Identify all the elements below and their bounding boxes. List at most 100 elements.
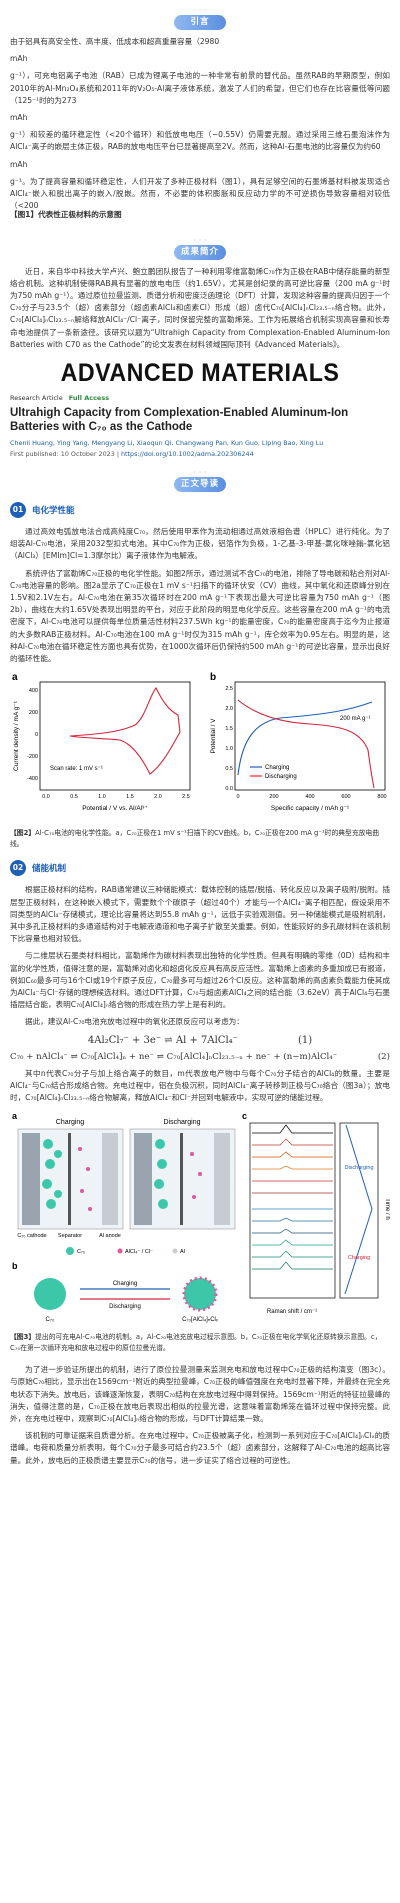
charging-curve [237, 701, 373, 776]
cell-charging: Charging [17, 1119, 124, 1230]
legend-label: Charging [265, 765, 289, 771]
paragraph: 其中n代表C₇₀分子与加上络合离子的数目，m代表放电产物中与每个C₇₀分子结合的… [10, 1068, 390, 1102]
label: C₇₀[AlCl₄]ₙClₓ [182, 1317, 218, 1323]
section-pill: 正文导读 [174, 477, 226, 493]
section-heading: 01 电化学性能 [10, 502, 390, 519]
tick-label: 2.5 [225, 686, 233, 692]
intro-line: mAh [10, 159, 28, 169]
equation-number: (1) [297, 1034, 313, 1046]
x-axis-label: Specific capacity / mAh g⁻¹ [271, 805, 350, 812]
x-axis-label: Raman shift / cm⁻¹ [267, 1309, 317, 1315]
intro-line: 由于铝具有高安全性、高丰度、低成本和超高重量容量（2980 [10, 37, 220, 46]
equation: 4Al₂Cl₇⁻ + 3e⁻ ⇌ Al + 7AlCl₄⁻ (1) [10, 1035, 390, 1046]
caption-text: Al-C₇₀电池的电化学性能。a，C₇₀正极在1 mV s⁻¹扫描下的CV曲线。… [10, 829, 380, 849]
label: Discharging [109, 1304, 141, 1310]
equation-number: (2) [377, 1051, 390, 1062]
ions [78, 1147, 92, 1212]
section-title: 电化学性能 [32, 506, 75, 517]
electrode [102, 1133, 118, 1226]
published: First published: 10 October 2023 [10, 450, 115, 459]
tick-label: 0.0 [42, 794, 50, 800]
journal-logo: ADVANCED MATERIALS [60, 359, 340, 388]
intro-line: g⁻¹），可充电铝离子电池（RAB）已成为锂离子电池的一种非常有前景的替代品。虽… [10, 71, 390, 105]
tick-label: 0 [35, 732, 38, 738]
article: · · · 引言 由于铝具有高安全性、高丰度、低成本和超高重量容量（2980 m… [10, 0, 390, 1467]
c70-spheres [154, 1139, 168, 1210]
separator [180, 1133, 183, 1226]
section-number: 02 [10, 860, 26, 877]
intro-line: mAh [10, 113, 28, 123]
caption-label: 【图2】 [10, 829, 36, 838]
legend-label: Al [180, 1249, 185, 1255]
tick-label: 0.0 [225, 786, 233, 792]
legend-swatch [66, 1247, 74, 1256]
y-axis-label: Time / h [384, 1198, 390, 1219]
doi-link[interactable]: https://doi.org/10.1002/adma.202306244 [121, 450, 254, 459]
legend-swatch [172, 1248, 178, 1254]
annotation: 200 mA g⁻¹ [340, 716, 371, 722]
figure-3: a Charging Discharging C₇₀ cathode Separ… [12, 1111, 390, 1323]
decoration: · · · [193, 468, 207, 478]
tick-label: 1.0 [98, 794, 106, 800]
section-pill: 成果简介 [174, 244, 226, 260]
paragraph: 与二维层状石墨类材料相比，富勒烯作为碳材料表现出独特的化学性质。但具有明确的零维… [10, 951, 390, 1010]
equation: C₇₀ + nAlCl₄⁻ ⇌ C₇₀[AlCl₄]ₙ + ne⁻ ⇌ C₇₀[… [10, 1052, 390, 1062]
label: C₇₀ cathode [17, 1233, 46, 1239]
publication: First published: 10 October 2023 | https… [10, 450, 254, 459]
tick-label: 200 [29, 710, 38, 716]
panel-label: b [12, 1261, 18, 1271]
axes-frame [249, 1122, 336, 1299]
tick-label: 0.5 [70, 794, 78, 800]
cv-curve [69, 687, 181, 776]
electrode [214, 1133, 230, 1226]
label: Separator [58, 1233, 82, 1239]
article-title: Ultrahigh Capacity from Complexation-Ena… [10, 407, 349, 434]
electrode [134, 1133, 152, 1226]
paragraph: 该机制的可靠证据来自质谱分析。在充电过程中，C₇₀正极被离子化，检测到一系列对应… [10, 1431, 390, 1465]
label: Discharging [344, 1165, 373, 1171]
intro-line: 【图1】代表性正极材料的示意图 [10, 210, 122, 220]
cell-labels: C₇₀ cathode Separator Al anode [17, 1233, 120, 1239]
legend-label: AlCl₄⁻ / Cl⁻ [125, 1249, 153, 1255]
x-ticks: 0 200 400 600 800 [236, 794, 386, 800]
intro-line: g⁻¹。为了提高容量和循环稳定性，人们开发了多种正极材料（图1），具有足够空间的… [10, 176, 390, 211]
y-ticks: 2.5 2.0 1.5 1.0 0.5 0.0 [225, 686, 233, 792]
ions [190, 1152, 202, 1200]
annotation: Scan rate: 1 mV s⁻¹ [50, 766, 103, 772]
label: Al anode [99, 1233, 121, 1239]
tick-label: 1.5 [126, 794, 134, 800]
x-axis-label: Potential / V vs. Al/Al³⁺ [82, 805, 148, 812]
c70-spheres [42, 1139, 62, 1210]
axes-frame [234, 681, 386, 791]
separator [68, 1133, 71, 1226]
molecule [182, 1276, 218, 1312]
label: Discharging [164, 1119, 201, 1126]
tick-label: 2.0 [225, 706, 233, 712]
equation-body: C₇₀ + nAlCl₄⁻ ⇌ C₇₀[AlCl₄]ₙ + ne⁻ ⇌ C₇₀[… [10, 1051, 338, 1062]
tick-label: 2.0 [154, 794, 162, 800]
section-number: 01 [10, 502, 26, 519]
section-title: 储能机制 [32, 864, 67, 875]
paragraph: 根据正极材料的结构，RAB通常建议三种储能模式：载体控制的插层/脱插、转化反应以… [10, 885, 390, 944]
paragraph: 为了进一步验证所提出的机制，进行了原位拉曼测量来监测充电和放电过程中C₇₀正极的… [10, 1365, 390, 1423]
intro-line: mAh [10, 54, 28, 64]
paragraph: 系统评估了富勒烯C₇₀正极的电化学性能。如图2所示，通过测试不含C₇₀的电池，排… [10, 568, 390, 664]
tick-label: 0 [236, 794, 239, 800]
intro-line: g⁻¹）和较差的循环稳定性（<20个循环）和低放电电压（~0.55V）仍需要克服… [10, 130, 390, 152]
axes-frame [39, 681, 191, 791]
decoration: · · · [193, 235, 207, 245]
molecule [34, 1278, 66, 1311]
authors: Chenli Huang, Ying Yang, Mengyang Li, Xi… [10, 439, 324, 448]
y-ticks: 400 200 0 -200 -400 [27, 688, 38, 782]
voltage-time [344, 1124, 373, 1295]
article-type: Research Article [10, 394, 63, 403]
tick-label: 400 [29, 688, 38, 694]
electrode [22, 1133, 40, 1226]
section-pill: 引言 [174, 15, 226, 30]
equation-body: 4Al₂Cl₇⁻ + 3e⁻ ⇌ Al + 7AlCl₄⁻ [87, 1034, 238, 1046]
tick-label: 2.5 [182, 794, 190, 800]
figure-1: a Current density / mA g⁻¹ Potential / V… [12, 672, 387, 812]
figure-caption: 【图3】提出的可充电Al-C₇₀电池的机制。a，Al-C₇₀电池充放电过程示意图… [10, 1332, 390, 1354]
legend-label: C₇₀ [77, 1249, 85, 1255]
caption-text: 提出的可充电Al-C₇₀电池的机制。a，Al-C₇₀电池充放电过程示意图。b，C… [10, 1333, 382, 1353]
